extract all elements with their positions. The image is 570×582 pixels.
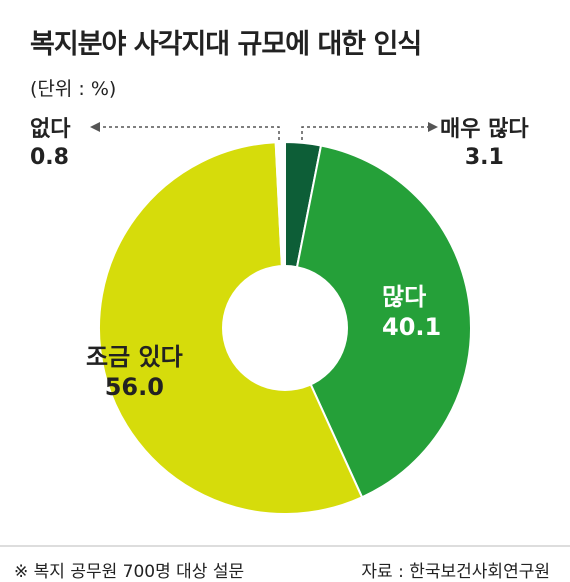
survey-note: ※ 복지 공무원 700명 대상 설문 [14, 562, 245, 582]
arrowhead-left [90, 122, 100, 132]
slice-label-some-name: 조금 있다 [86, 343, 183, 371]
source-credit: 자료 : 한국보건사회연구원 [361, 562, 550, 582]
slice-label-some-value: 56.0 [104, 373, 164, 401]
unit-label: (단위 : %) [30, 78, 117, 100]
slice-label-many: 많다 40.1 [382, 282, 441, 342]
footer: ※ 복지 공무원 700명 대상 설문 자료 : 한국보건사회연구원 [0, 545, 570, 582]
slice-label-very-many: 매우 많다 3.1 [440, 116, 529, 171]
slice-label-none-name: 없다 [30, 117, 71, 142]
leader-line-none [98, 126, 280, 140]
slice-label-none-value: 0.8 [30, 144, 69, 170]
donut-hole [222, 265, 348, 391]
slice-label-very-many-value: 3.1 [464, 144, 504, 170]
slice-many [283, 144, 472, 499]
slice-label-some: 조금 있다 56.0 [86, 342, 183, 402]
slice-label-many-name: 많다 [382, 283, 427, 311]
slice-label-very-many-name: 매우 많다 [440, 117, 529, 142]
leader-line-very [301, 126, 430, 140]
slice-label-none: 없다 0.8 [30, 116, 70, 171]
slice-label-many-value: 40.1 [382, 313, 442, 341]
chart-title: 복지분야 사각지대 규모에 대한 인식 [30, 29, 422, 60]
leader-lines [98, 126, 430, 140]
arrowhead-right [428, 122, 438, 132]
